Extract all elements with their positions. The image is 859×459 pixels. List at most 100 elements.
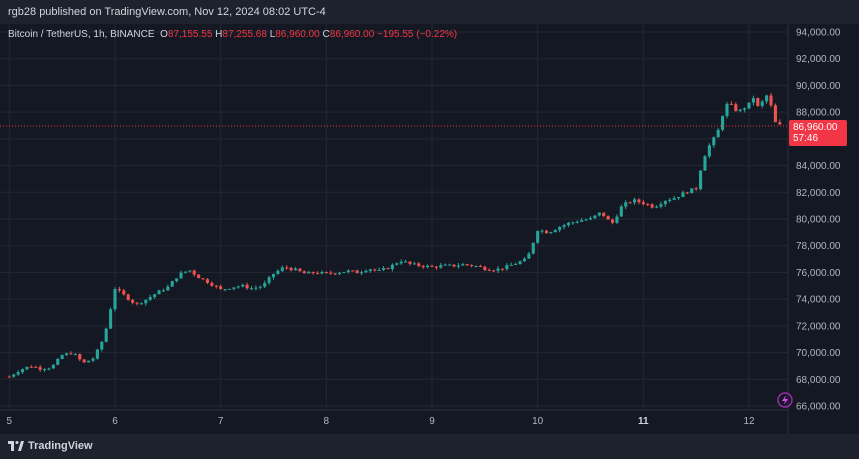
candle-body — [47, 368, 51, 370]
flash-icon[interactable] — [777, 392, 793, 408]
candle-body — [263, 282, 267, 287]
candle-body — [65, 353, 69, 356]
candle-body — [153, 294, 157, 298]
candle-body — [395, 263, 399, 265]
candle-body — [214, 285, 218, 287]
candle-body — [139, 303, 143, 305]
candle-body — [223, 289, 227, 291]
price-tick-label: 82,000.00 — [796, 188, 841, 199]
candle-body — [16, 372, 20, 375]
price-tag-value: 86,960.00 — [793, 122, 838, 133]
grid — [0, 24, 788, 410]
candle-body — [293, 268, 298, 271]
candle-body — [210, 282, 214, 286]
candle-body — [606, 216, 610, 220]
time-tick-label: 11 — [638, 416, 649, 427]
candle-body — [254, 287, 258, 289]
candle-body — [769, 95, 773, 106]
candles — [7, 92, 782, 378]
candle-body — [461, 264, 465, 266]
candle-body — [104, 328, 108, 342]
candle-body — [29, 366, 33, 368]
symbol-legend: Bitcoin / TetherUS, 1h, BINANCE O87,155.… — [8, 29, 457, 40]
candle-body — [721, 116, 725, 130]
candle-body — [377, 269, 381, 271]
candle-body — [571, 222, 575, 224]
candle-body — [346, 270, 350, 273]
candle-body — [531, 242, 535, 254]
candle-body — [465, 264, 469, 266]
candle-body — [641, 202, 645, 205]
candle-body — [311, 271, 315, 274]
candle-body — [78, 354, 82, 360]
candle-body — [492, 270, 496, 272]
candle-body — [179, 272, 183, 279]
candle-body — [668, 199, 672, 201]
candle-body — [712, 137, 716, 146]
candle-body — [7, 376, 11, 378]
candle-body — [289, 267, 293, 271]
candle-body — [500, 268, 504, 270]
candle-body — [412, 263, 416, 265]
high-label: H — [215, 29, 223, 40]
candle-body — [109, 309, 113, 329]
candle-body — [553, 230, 557, 233]
candle-body — [219, 286, 223, 290]
candle-body — [655, 206, 659, 208]
chart-area[interactable]: 94,000.0092,000.0090,000.0088,000.0086,0… — [0, 24, 859, 434]
open-label: O — [160, 29, 168, 40]
candle-body — [619, 206, 623, 217]
candle-body — [610, 219, 615, 223]
candle-body — [338, 272, 342, 274]
candle-body — [575, 221, 579, 223]
candle-body — [245, 284, 249, 289]
candle-body — [456, 265, 460, 267]
candle-body — [716, 129, 720, 138]
candle-body — [324, 271, 328, 273]
candle-body — [188, 270, 192, 272]
candle-body — [738, 109, 742, 111]
candle-body — [756, 98, 760, 106]
tradingview-brand[interactable]: TradingView — [8, 440, 93, 452]
price-tag-box — [789, 120, 847, 147]
candle-body — [271, 273, 276, 278]
candle-body — [25, 366, 29, 370]
candle-body — [144, 299, 148, 304]
candle-body — [38, 367, 42, 370]
time-axis[interactable]: 5 6 7 8 9 10 11 12 — [0, 409, 788, 427]
price-tag-countdown: 57:46 — [793, 133, 818, 144]
candle-body — [82, 359, 86, 363]
candle-body — [197, 274, 201, 279]
price-tick-label: 72,000.00 — [796, 321, 841, 332]
candle-body — [157, 290, 161, 295]
candle-body — [126, 294, 130, 300]
candle-body — [241, 284, 245, 287]
time-tick-label: 12 — [743, 416, 755, 427]
price-axis[interactable]: 94,000.0092,000.0090,000.0088,000.0086,0… — [787, 24, 841, 434]
candle-body — [448, 264, 452, 266]
candle-body — [588, 218, 593, 220]
candle-body — [540, 230, 544, 232]
low-value: 86,960.00 — [275, 29, 320, 40]
candle-body — [21, 369, 25, 373]
candle-body — [474, 265, 478, 267]
price-tag: 86,960.00 57:46 — [789, 120, 847, 147]
price-tick-label: 84,000.00 — [796, 161, 841, 172]
candle-body — [170, 281, 174, 287]
price-tick-label: 76,000.00 — [796, 268, 841, 279]
candle-body — [236, 286, 240, 288]
low-label: L — [269, 29, 276, 40]
price-chart[interactable]: 94,000.0092,000.0090,000.0088,000.0086,0… — [0, 24, 859, 434]
candle-body — [690, 188, 694, 194]
candle-body — [452, 264, 456, 267]
candle-body — [624, 202, 628, 207]
candle-body — [408, 261, 412, 264]
candle-body — [148, 297, 152, 300]
publish-bar: rgb28 published on TradingView.com, Nov … — [0, 0, 859, 24]
candle-body — [302, 271, 306, 274]
candle-body — [87, 360, 91, 363]
candle-body — [280, 267, 284, 271]
candle-body — [192, 270, 196, 275]
candle-body — [320, 271, 324, 274]
candle-body — [373, 269, 377, 271]
